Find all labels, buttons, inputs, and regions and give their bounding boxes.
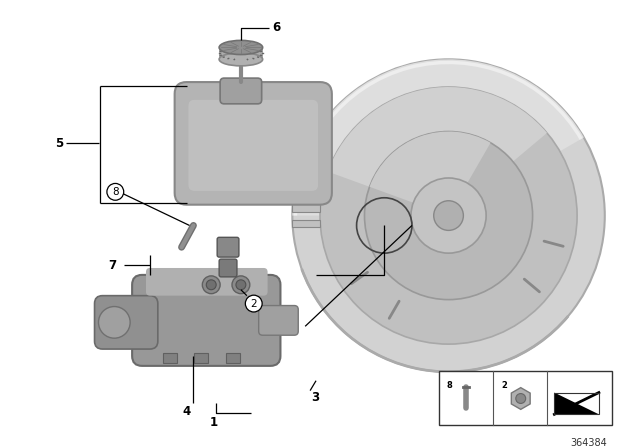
Bar [292,220,320,228]
Circle shape [411,178,486,253]
Circle shape [320,87,577,344]
Circle shape [236,280,246,290]
Bar [554,392,599,414]
Text: 8: 8 [112,187,118,197]
Text: 4: 4 [182,405,191,418]
Text: 1: 1 [210,416,218,429]
Text: 7: 7 [108,258,116,271]
Ellipse shape [219,53,262,66]
Bar [226,353,240,363]
FancyBboxPatch shape [95,296,158,349]
Circle shape [206,280,216,290]
Text: 2: 2 [250,298,257,309]
Ellipse shape [219,40,262,55]
Bar [163,353,177,363]
Circle shape [107,183,124,200]
FancyBboxPatch shape [146,268,268,296]
Circle shape [202,276,220,294]
Circle shape [245,295,262,312]
FancyBboxPatch shape [219,259,237,277]
Text: 3: 3 [311,391,319,404]
FancyBboxPatch shape [189,100,318,191]
FancyBboxPatch shape [132,275,280,366]
Circle shape [365,132,532,300]
Circle shape [516,393,525,404]
Text: 2: 2 [501,381,507,390]
Bar [195,353,208,363]
Text: 5: 5 [55,137,63,150]
Wedge shape [292,59,584,215]
Circle shape [232,276,250,294]
Wedge shape [328,87,547,215]
Polygon shape [554,392,599,414]
Circle shape [99,306,130,338]
Text: 364384: 364384 [570,438,607,448]
Bar [219,47,262,59]
Bar [292,204,320,211]
Text: 8: 8 [447,381,452,390]
Bar [438,371,612,425]
FancyBboxPatch shape [302,154,328,168]
FancyBboxPatch shape [217,237,239,257]
Circle shape [434,201,463,230]
FancyBboxPatch shape [220,78,262,104]
FancyBboxPatch shape [259,306,298,335]
Text: 6: 6 [273,21,280,34]
Wedge shape [369,132,491,215]
Circle shape [292,59,605,372]
FancyBboxPatch shape [175,82,332,205]
